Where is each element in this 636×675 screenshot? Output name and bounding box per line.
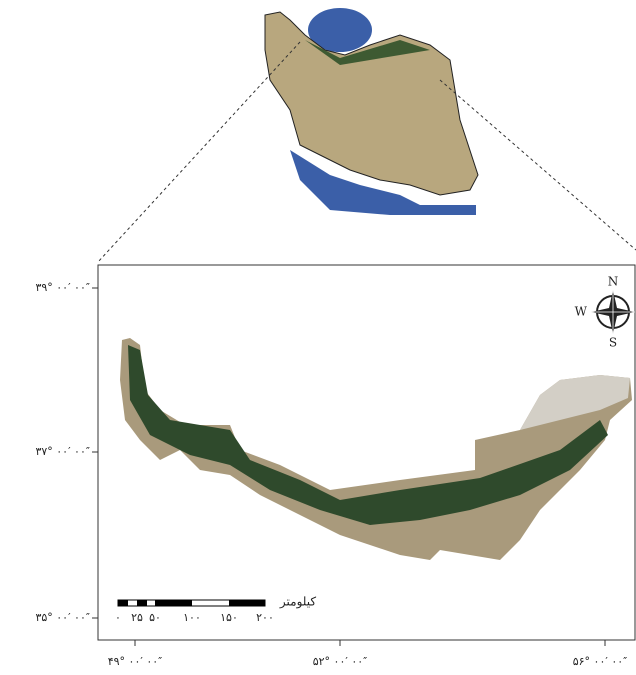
scale-label: ۱۰۰ — [183, 611, 201, 624]
caspian-sea — [308, 8, 372, 52]
scale-unit: کیلومتر — [279, 595, 316, 609]
study-area-inset — [305, 40, 430, 65]
study-area — [120, 338, 632, 560]
scale-label: ۱۵۰ — [220, 611, 238, 624]
inset-map — [264, 8, 479, 215]
persian-gulf — [290, 150, 476, 215]
dry-area — [520, 375, 630, 430]
latitude-label: ۳۵° ۰۰′ ۰۰″ — [35, 611, 90, 624]
compass — [591, 290, 635, 334]
latitude-label: ۳۷° ۰۰′ ۰۰″ — [35, 445, 90, 458]
compass-south: S — [609, 336, 617, 350]
compass-north: N — [608, 275, 619, 289]
scale-bar — [117, 599, 266, 607]
compass-west: W — [575, 305, 588, 319]
scale-label: ۵۰ — [149, 611, 161, 624]
scale-label: ۲۵ — [131, 611, 143, 624]
scale-label: ۲۰۰ — [256, 611, 274, 624]
longitude-label: ۵۶° ۰۰′ ۰۰″ — [573, 655, 628, 668]
latitude-label: ۳۹° ۰۰′ ۰۰″ — [35, 281, 90, 294]
zoom-line — [97, 41, 301, 263]
zoom-line — [439, 79, 636, 251]
forest-belt — [128, 345, 608, 525]
longitude-label: ۴۹° ۰۰′ ۰۰″ — [108, 655, 163, 668]
longitude-label: ۵۲° ۰۰′ ۰۰″ — [313, 655, 368, 668]
iran-land — [264, 11, 479, 196]
scale-label: ۰ — [115, 611, 121, 624]
